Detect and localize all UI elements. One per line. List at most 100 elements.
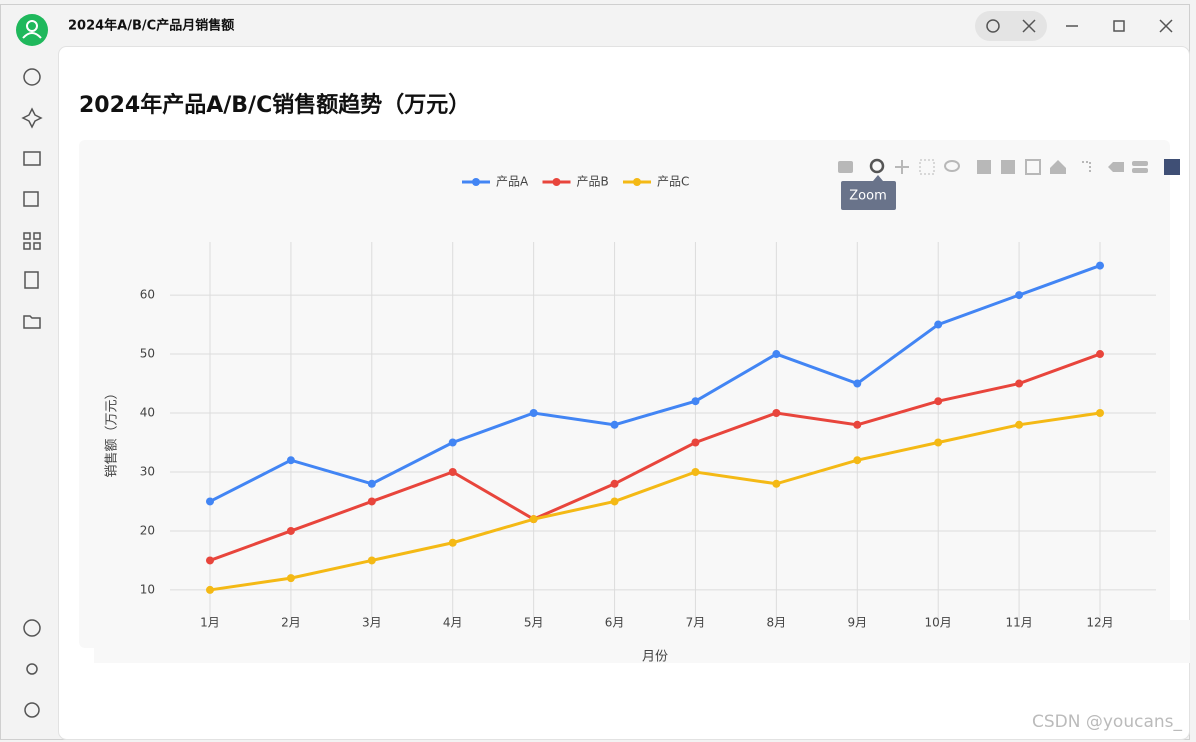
y-tick-label: 20	[140, 523, 155, 537]
legend-label: 产品C	[657, 175, 689, 189]
modebar: Zoom	[838, 158, 1180, 210]
maximize-button[interactable]	[1113, 20, 1125, 32]
data-point	[367, 497, 376, 506]
x-tick-label: 12月	[1086, 616, 1113, 630]
zoom-in-button[interactable]	[977, 160, 991, 174]
data-point	[934, 320, 943, 329]
data-point	[286, 526, 295, 535]
spike-button[interactable]	[1082, 161, 1091, 172]
data-point	[691, 467, 700, 476]
hover-compare-button[interactable]	[1132, 168, 1148, 173]
hover-compare-button[interactable]	[1132, 161, 1148, 166]
theme-icon[interactable]	[26, 663, 38, 675]
reset-button[interactable]	[1050, 160, 1066, 174]
zoom-button[interactable]	[869, 158, 885, 174]
legend-marker	[552, 178, 561, 186]
data-point	[934, 397, 943, 406]
toolbar-pill	[975, 11, 1047, 41]
window-title: 2024年A/B/C产品月销售额	[68, 18, 234, 34]
data-point	[448, 438, 457, 447]
legend-marker	[472, 178, 480, 186]
series-line	[209, 264, 1101, 503]
avatar-icon	[22, 32, 42, 39]
box-select-button[interactable]	[919, 159, 935, 175]
chart-paper	[94, 620, 1190, 663]
data-point	[853, 456, 862, 465]
data-point	[206, 556, 214, 565]
data-point	[1096, 350, 1104, 359]
series-line	[209, 411, 1101, 592]
tooltip: Zoom	[849, 189, 886, 204]
page-heading: 2024年产品A/B/C销售额趋势（万元）	[79, 92, 470, 118]
x-tick-label: 3月	[362, 616, 382, 630]
y-tick-label: 50	[140, 347, 155, 361]
camera-button[interactable]	[838, 161, 853, 173]
data-point	[529, 515, 538, 524]
data-point	[448, 467, 457, 476]
data-point	[691, 438, 700, 447]
hover-closest-button[interactable]	[1108, 162, 1124, 172]
chart-paper	[79, 140, 1170, 648]
data-point	[1015, 379, 1024, 388]
data-point	[934, 438, 943, 447]
x-tick-label: 11月	[1005, 616, 1032, 630]
zoom-out-button[interactable]	[1001, 160, 1015, 174]
image-edit-icon[interactable]	[23, 191, 39, 207]
autoscale-button[interactable]	[1025, 159, 1041, 175]
data-point	[772, 479, 781, 488]
help-icon[interactable]	[23, 619, 41, 637]
data-point	[286, 574, 295, 583]
y-tick-label: 60	[140, 288, 155, 302]
chat-icon[interactable]	[23, 68, 41, 86]
x-tick-label: 7月	[686, 616, 706, 630]
doc-search-icon[interactable]	[24, 271, 39, 289]
data-point	[1096, 409, 1104, 418]
close-button[interactable]	[1159, 19, 1173, 33]
data-point	[610, 420, 619, 429]
lasso-button[interactable]	[944, 160, 960, 172]
data-point	[1096, 261, 1104, 270]
pan-button[interactable]	[895, 160, 909, 174]
legend-label: 产品A	[496, 175, 529, 189]
data-point	[853, 379, 862, 388]
x-axis-title: 月份	[642, 650, 668, 665]
series-line	[209, 352, 1101, 562]
legend-marker	[633, 178, 641, 186]
data-point	[853, 420, 862, 429]
data-point	[206, 497, 214, 506]
image-icon[interactable]	[23, 151, 41, 166]
avatar-icon	[26, 20, 38, 32]
ai-icon[interactable]	[21, 107, 43, 129]
y-tick-label: 10	[140, 582, 155, 596]
settings-icon[interactable]	[24, 702, 40, 718]
x-tick-label: 6月	[605, 616, 625, 630]
x-tick-label: 1月	[200, 616, 220, 630]
watermark: CSDN @youcans_	[1032, 712, 1183, 732]
data-point	[1015, 420, 1024, 429]
apps-icon[interactable]	[23, 232, 41, 250]
data-point	[206, 585, 214, 594]
data-point	[772, 350, 781, 359]
tooltip-box	[841, 181, 896, 210]
data-point	[367, 556, 376, 565]
sidebar	[21, 68, 43, 718]
data-point	[772, 409, 781, 418]
data-point	[1015, 291, 1024, 300]
x-tick-label: 5月	[524, 616, 544, 630]
x-tick-label: 4月	[443, 616, 463, 630]
data-point	[610, 479, 619, 488]
legend-label: 产品B	[577, 175, 609, 189]
folder-icon[interactable]	[23, 315, 41, 329]
data-point	[610, 497, 619, 506]
x-tick-label: 9月	[847, 616, 867, 630]
refresh-button[interactable]	[986, 19, 1000, 33]
data-point	[691, 397, 700, 406]
plotly-logo[interactable]	[1164, 159, 1180, 175]
close-tab-button[interactable]	[1022, 19, 1036, 33]
data-point	[286, 456, 295, 465]
y-tick-label: 30	[140, 464, 155, 478]
y-axis-title: 销售额（万元）	[104, 386, 120, 477]
data-point	[448, 538, 457, 547]
data-point	[529, 409, 538, 418]
